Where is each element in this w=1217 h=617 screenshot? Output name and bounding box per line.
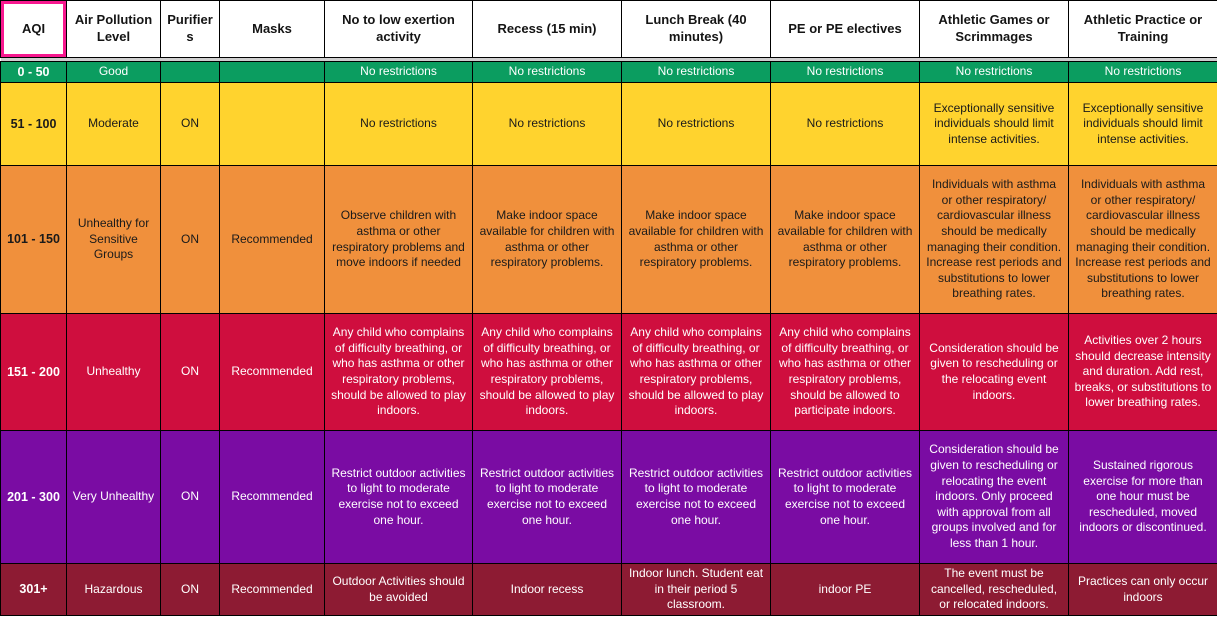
cell-good-air-pollution-level[interactable]: Good [66, 61, 161, 83]
cell-hazardous-aqi[interactable]: 301+ [0, 563, 67, 616]
row-very-unhealthy: 201 - 300 Very Unhealthy ON Recommended Rest… [0, 430, 1217, 564]
header-cell-lunch-break-40-minutes[interactable]: Lunch Break (40 minutes) [621, 0, 771, 58]
cell-unhealthy-for-sensitive-groups-lunch-break-40-minutes[interactable]: Make indoor space available for children… [621, 165, 771, 314]
header-cell-pe-or-pe-electives[interactable]: PE or PE electives [770, 0, 920, 58]
header-cell-aqi[interactable]: AQI [0, 0, 67, 58]
header-cell-no-to-low-exertion-activity[interactable]: No to low exertion activity [324, 0, 473, 58]
cell-very-unhealthy-air-pollution-level[interactable]: Very Unhealthy [66, 430, 161, 564]
cell-unhealthy-recess-15-min[interactable]: Any child who complains of difficulty br… [472, 313, 622, 431]
cell-unhealthy-for-sensitive-groups-recess-15-min[interactable]: Make indoor space available for children… [472, 165, 622, 314]
cell-unhealthy-lunch-break-40-minutes[interactable]: Any child who complains of difficulty br… [621, 313, 771, 431]
cell-moderate-air-pollution-level[interactable]: Moderate [66, 82, 161, 166]
row-good: 0 - 50 Good No restrictions No restrictions… [0, 61, 1217, 83]
cell-moderate-purifiers[interactable]: ON [160, 82, 220, 166]
cell-moderate-athletic-practice-or-training[interactable]: Exceptionally sensitive individuals shou… [1068, 82, 1217, 166]
cell-unhealthy-athletic-games-or-scrimmages[interactable]: Consideration should be given to resched… [919, 313, 1069, 431]
cell-hazardous-athletic-games-or-scrimmages[interactable]: The event must be cancelled, rescheduled… [919, 563, 1069, 616]
cell-unhealthy-aqi[interactable]: 151 - 200 [0, 313, 67, 431]
cell-hazardous-no-to-low-exertion-activity[interactable]: Outdoor Activities should be avoided [324, 563, 473, 616]
cell-hazardous-pe-or-pe-electives[interactable]: indoor PE [770, 563, 920, 616]
cell-very-unhealthy-athletic-games-or-scrimmages[interactable]: Consideration should be given to resched… [919, 430, 1069, 564]
cell-good-purifiers[interactable] [160, 61, 220, 83]
cell-hazardous-athletic-practice-or-training[interactable]: Practices can only occur indoors [1068, 563, 1217, 616]
header-cell-athletic-games-or-scrimmages[interactable]: Athletic Games or Scrimmages [919, 0, 1069, 58]
header-cell-purifiers[interactable]: Purifiers [160, 0, 220, 58]
cell-moderate-athletic-games-or-scrimmages[interactable]: Exceptionally sensitive individuals shou… [919, 82, 1069, 166]
cell-hazardous-recess-15-min[interactable]: Indoor recess [472, 563, 622, 616]
cell-very-unhealthy-pe-or-pe-electives[interactable]: Restrict outdoor activities to light to … [770, 430, 920, 564]
cell-very-unhealthy-athletic-practice-or-training[interactable]: Sustained rigorous exercise for more tha… [1068, 430, 1217, 564]
row-moderate: 51 - 100 Moderate ON No restrictions No rest… [0, 82, 1217, 166]
cell-unhealthy-for-sensitive-groups-masks[interactable]: Recommended [219, 165, 325, 314]
header-cell-athletic-practice-or-training[interactable]: Athletic Practice or Training [1068, 0, 1217, 58]
cell-unhealthy-for-sensitive-groups-athletic-games-or-scrimmages[interactable]: Individuals with asthma or other respira… [919, 165, 1069, 314]
cell-good-lunch-break-40-minutes[interactable]: No restrictions [621, 61, 771, 83]
row-hazardous: 301+ Hazardous ON Recommended Outdoor Activi… [0, 563, 1217, 616]
cell-unhealthy-for-sensitive-groups-athletic-practice-or-training[interactable]: Individuals with asthma or other respira… [1068, 165, 1217, 314]
cell-unhealthy-athletic-practice-or-training[interactable]: Activities over 2 hours should decrease … [1068, 313, 1217, 431]
cell-hazardous-masks[interactable]: Recommended [219, 563, 325, 616]
header-row: AQI Air Pollution Level Purifiers Masks No t… [0, 0, 1217, 58]
cell-unhealthy-for-sensitive-groups-aqi[interactable]: 101 - 150 [0, 165, 67, 314]
cell-good-pe-or-pe-electives[interactable]: No restrictions [770, 61, 920, 83]
cell-good-athletic-practice-or-training[interactable]: No restrictions [1068, 61, 1217, 83]
row-unhealthy: 151 - 200 Unhealthy ON Recommended Any child… [0, 313, 1217, 431]
header-cell-masks[interactable]: Masks [219, 0, 325, 58]
cell-unhealthy-masks[interactable]: Recommended [219, 313, 325, 431]
cell-moderate-lunch-break-40-minutes[interactable]: No restrictions [621, 82, 771, 166]
cell-unhealthy-for-sensitive-groups-air-pollution-level[interactable]: Unhealthy for Sensitive Groups [66, 165, 161, 314]
cell-hazardous-lunch-break-40-minutes[interactable]: Indoor lunch. Student eat in their perio… [621, 563, 771, 616]
cell-moderate-no-to-low-exertion-activity[interactable]: No restrictions [324, 82, 473, 166]
cell-unhealthy-for-sensitive-groups-purifiers[interactable]: ON [160, 165, 220, 314]
row-unhealthy-for-sensitive-groups: 101 - 150 Unhealthy for Sensitive Groups O… [0, 165, 1217, 314]
cell-good-aqi[interactable]: 0 - 50 [0, 61, 67, 83]
cell-good-recess-15-min[interactable]: No restrictions [472, 61, 622, 83]
cell-very-unhealthy-recess-15-min[interactable]: Restrict outdoor activities to light to … [472, 430, 622, 564]
cell-unhealthy-for-sensitive-groups-no-to-low-exertion-activity[interactable]: Observe children with asthma or other re… [324, 165, 473, 314]
cell-good-athletic-games-or-scrimmages[interactable]: No restrictions [919, 61, 1069, 83]
cell-unhealthy-purifiers[interactable]: ON [160, 313, 220, 431]
cell-moderate-aqi[interactable]: 51 - 100 [0, 82, 67, 166]
cell-very-unhealthy-aqi[interactable]: 201 - 300 [0, 430, 67, 564]
cell-unhealthy-no-to-low-exertion-activity[interactable]: Any child who complains of difficulty br… [324, 313, 473, 431]
cell-unhealthy-for-sensitive-groups-pe-or-pe-electives[interactable]: Make indoor space available for children… [770, 165, 920, 314]
cell-very-unhealthy-no-to-low-exertion-activity[interactable]: Restrict outdoor activities to light to … [324, 430, 473, 564]
cell-moderate-pe-or-pe-electives[interactable]: No restrictions [770, 82, 920, 166]
cell-hazardous-purifiers[interactable]: ON [160, 563, 220, 616]
cell-good-no-to-low-exertion-activity[interactable]: No restrictions [324, 61, 473, 83]
cell-moderate-masks[interactable] [219, 82, 325, 166]
cell-very-unhealthy-lunch-break-40-minutes[interactable]: Restrict outdoor activities to light to … [621, 430, 771, 564]
cell-good-masks[interactable] [219, 61, 325, 83]
cell-hazardous-air-pollution-level[interactable]: Hazardous [66, 563, 161, 616]
cell-unhealthy-pe-or-pe-electives[interactable]: Any child who complains of difficulty br… [770, 313, 920, 431]
cell-very-unhealthy-masks[interactable]: Recommended [219, 430, 325, 564]
cell-unhealthy-air-pollution-level[interactable]: Unhealthy [66, 313, 161, 431]
header-cell-air-pollution-level[interactable]: Air Pollution Level [66, 0, 161, 58]
cell-very-unhealthy-purifiers[interactable]: ON [160, 430, 220, 564]
header-cell-recess-15-min[interactable]: Recess (15 min) [472, 0, 622, 58]
cell-moderate-recess-15-min[interactable]: No restrictions [472, 82, 622, 166]
